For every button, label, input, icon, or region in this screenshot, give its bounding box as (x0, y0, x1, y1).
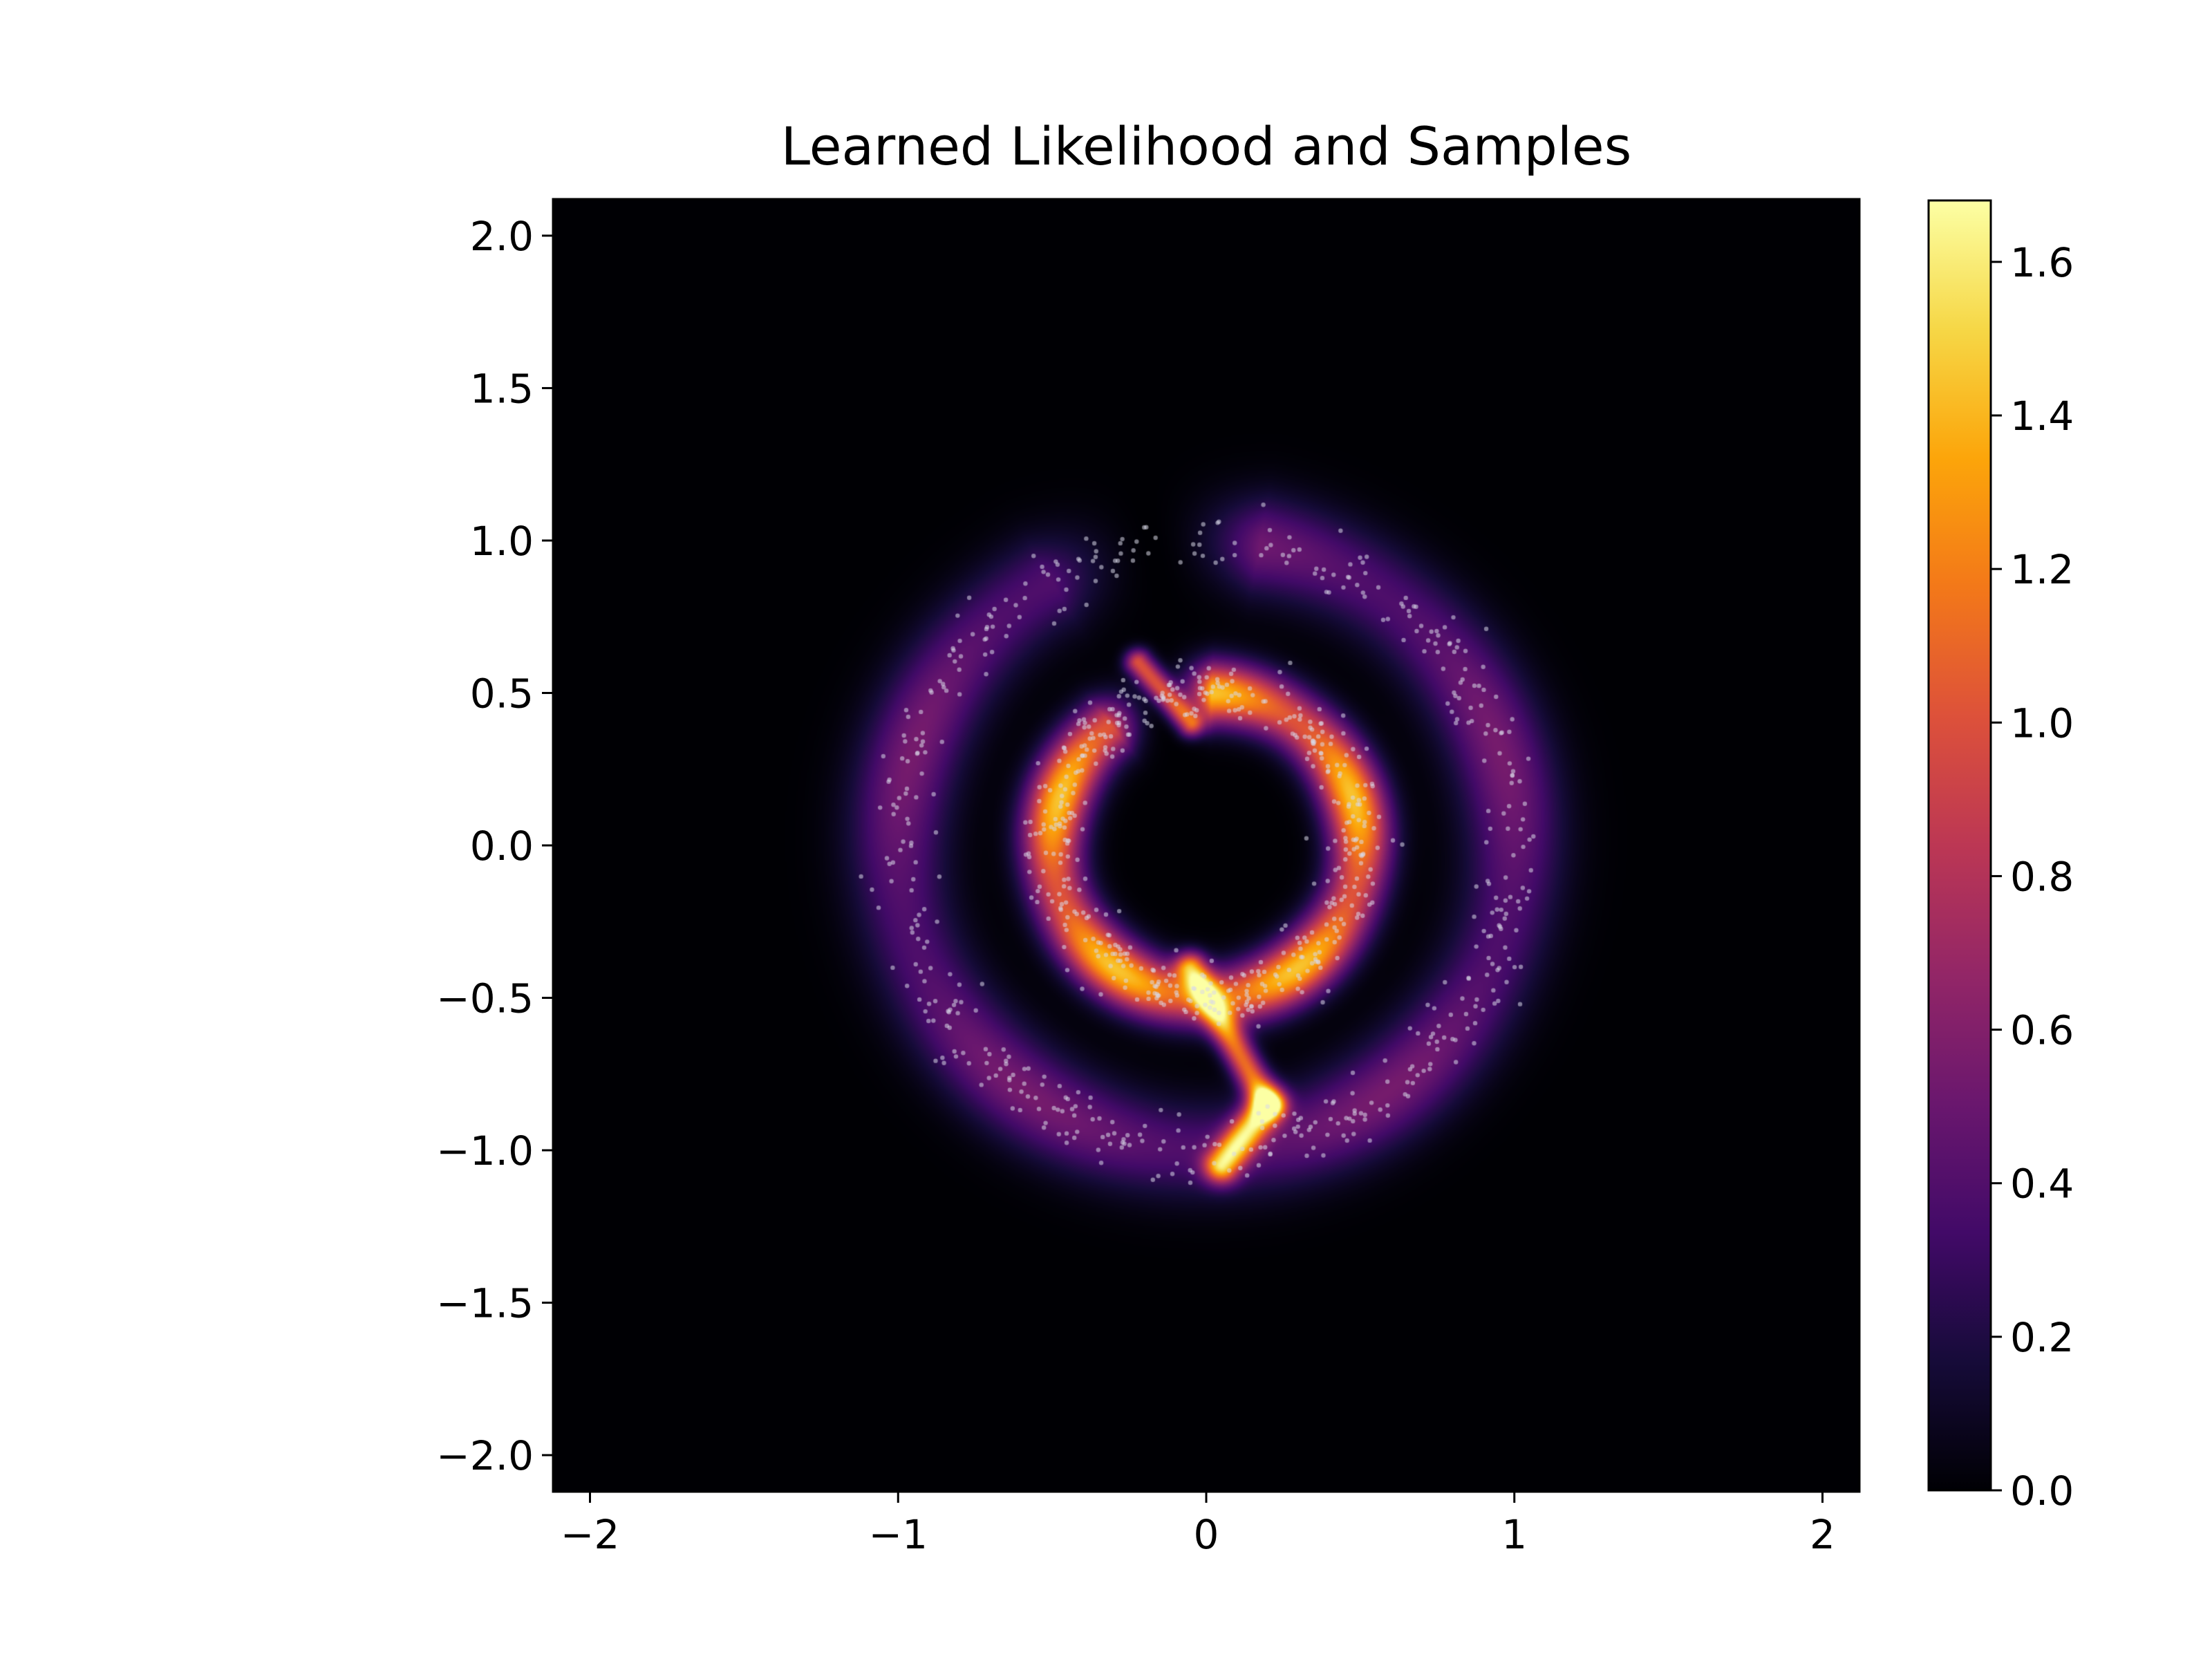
y-tick-label: 1.5 (470, 365, 534, 412)
likelihood-heatmap (553, 199, 1859, 1492)
x-tick-label: 0 (1194, 1511, 1219, 1558)
y-tick-label: 0.0 (470, 823, 534, 870)
y-tick-label: 2.0 (470, 213, 534, 260)
colorbar-tick-label: 0.0 (2010, 1468, 2074, 1515)
y-tick-label: −1.0 (436, 1127, 534, 1174)
y-tick-label: −0.5 (436, 975, 534, 1022)
colorbar-frame (1927, 199, 1992, 1492)
x-tick-label: −2 (561, 1511, 620, 1558)
colorbar-tick-label: 0.2 (2010, 1314, 2074, 1361)
plot-area (552, 198, 1861, 1493)
x-tick-label: 1 (1501, 1511, 1527, 1558)
colorbar: 0.0 0.2 0.4 0.6 0.8 1.0 1.2 1.4 1.6 (1927, 199, 2074, 1515)
y-axis: 2.0 1.5 1.0 0.5 0.0 −0.5 −1.0 −1.5 −2.0 (436, 213, 553, 1479)
x-tick-label: 2 (1810, 1511, 1835, 1558)
chart-title: Learned Likelihood and Samples (781, 115, 1632, 177)
x-axis: −2 −1 0 1 2 (561, 1492, 1835, 1558)
y-tick-label: 0.5 (470, 670, 534, 717)
colorbar-tick-label: 1.0 (2010, 700, 2074, 747)
colorbar-gradient (1929, 200, 1991, 1490)
colorbar-ticks: 0.0 0.2 0.4 0.6 0.8 1.0 1.2 1.4 1.6 (1991, 239, 2074, 1515)
colorbar-tick-label: 0.6 (2010, 1007, 2074, 1054)
x-tick-label: −1 (868, 1511, 928, 1558)
colorbar-tick-label: 1.6 (2010, 239, 2074, 286)
y-tick-label: 1.0 (470, 518, 534, 565)
colorbar-tick-label: 1.4 (2010, 393, 2074, 440)
y-tick-label: −2.0 (436, 1432, 534, 1479)
colorbar-tick-label: 1.2 (2010, 546, 2074, 593)
y-tick-label: −1.5 (436, 1280, 534, 1327)
colorbar-tick-label: 0.4 (2010, 1161, 2074, 1208)
colorbar-tick-label: 0.8 (2010, 853, 2074, 900)
